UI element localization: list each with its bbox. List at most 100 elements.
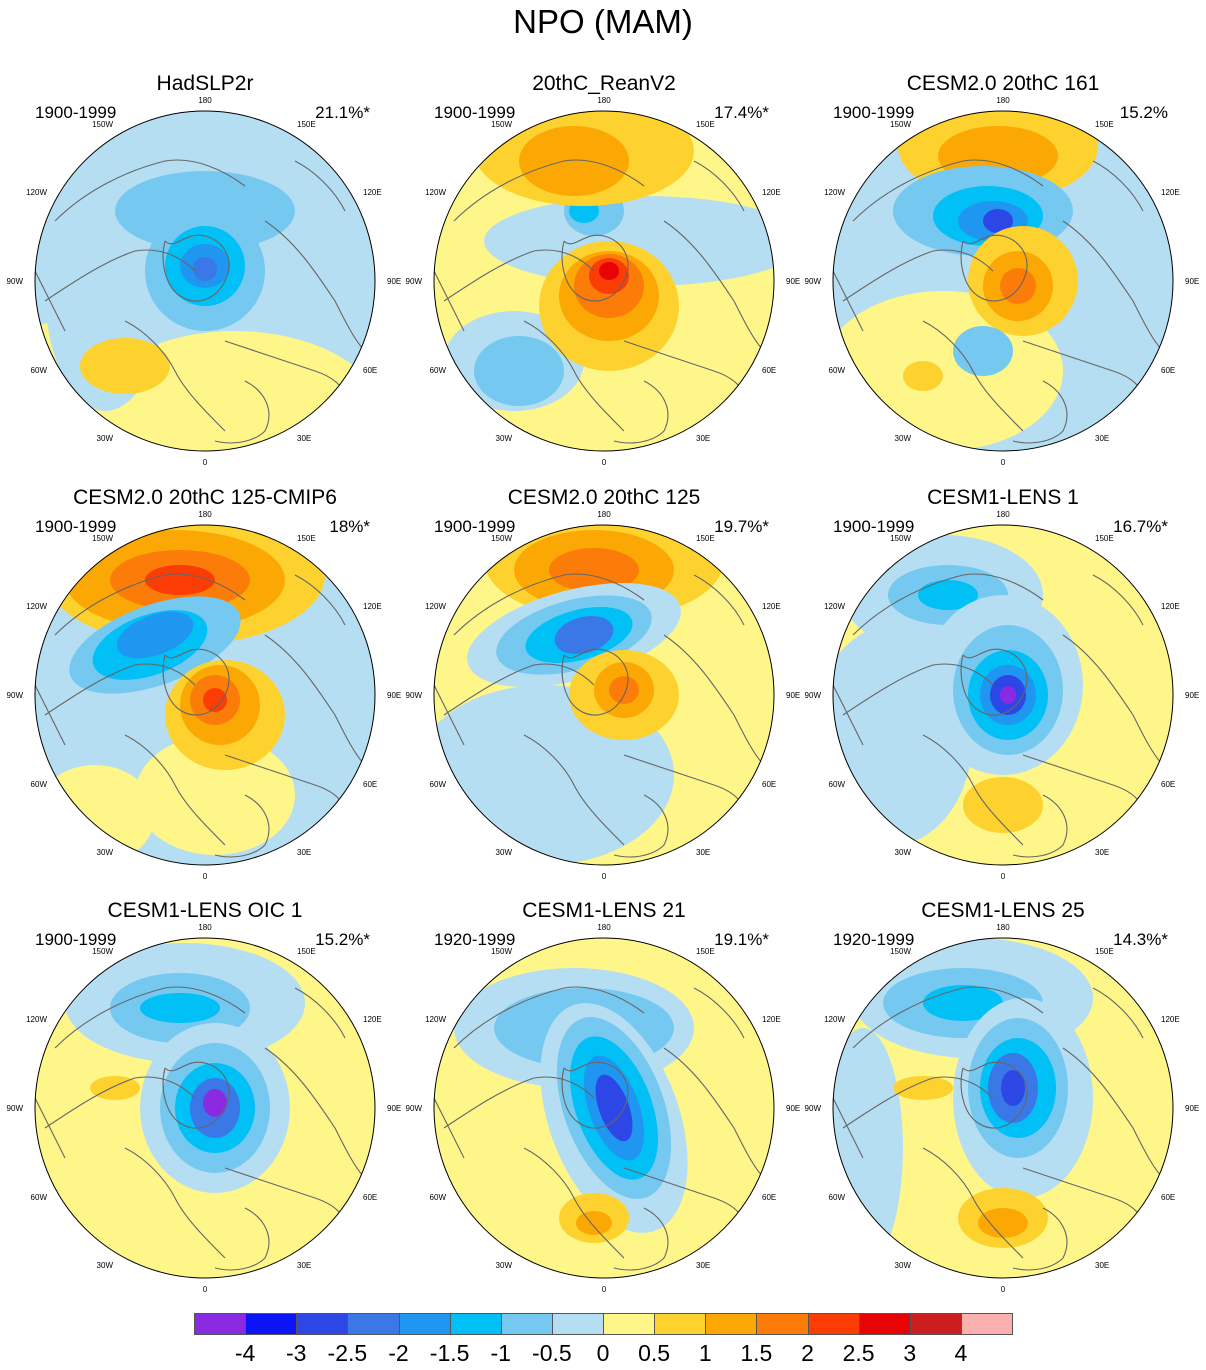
coastline — [44, 1076, 196, 1129]
longitude-label: 180 — [996, 96, 1010, 105]
longitude-label: 30E — [297, 1261, 311, 1270]
coastline — [663, 634, 765, 766]
contour-fill — [434, 938, 774, 1278]
longitude-label: 30W — [496, 848, 513, 857]
longitude-label: 30E — [696, 434, 710, 443]
longitude-label: 150E — [696, 534, 715, 543]
contour-fill — [35, 111, 375, 451]
panel-title: CESM2.0 20thC 125 — [507, 486, 701, 509]
coastline — [663, 220, 765, 352]
longitude-label: 60W — [430, 780, 447, 789]
anomaly-contour — [90, 1076, 140, 1100]
coastline — [523, 734, 625, 846]
longitude-label: 150W — [491, 120, 512, 129]
contour-fill — [35, 525, 375, 865]
coastline — [162, 1061, 230, 1129]
longitude-label: 120E — [1161, 1015, 1180, 1024]
longitude-label: 180 — [597, 923, 611, 932]
coastline — [1062, 220, 1164, 352]
coastline — [852, 986, 1044, 1049]
coastline — [833, 270, 864, 332]
coastline — [124, 734, 226, 846]
longitude-label: 150E — [696, 120, 715, 129]
panel-title: HadSLP2r — [156, 72, 254, 95]
coastline — [44, 249, 196, 302]
colorbar-swatch — [654, 1313, 707, 1335]
coastline — [852, 159, 1044, 222]
coastline — [1092, 987, 1144, 1039]
coastline — [960, 1061, 1028, 1129]
coastline — [693, 160, 745, 212]
longitude-label: 120E — [762, 602, 781, 611]
anomaly-contour — [833, 1028, 903, 1268]
panel-title: CESM1-LENS 1 — [927, 486, 1079, 509]
coastline — [162, 648, 230, 716]
contour-fill — [434, 111, 774, 451]
coastline — [561, 1061, 629, 1129]
anomaly-contour — [595, 1074, 633, 1142]
coastline — [264, 634, 366, 766]
anomaly-contour — [140, 993, 220, 1023]
longitude-label: 150W — [890, 534, 911, 543]
coastline — [613, 794, 669, 858]
longitude-label: 120W — [26, 188, 47, 197]
longitude-label: 150E — [1095, 947, 1114, 956]
longitude-label: 180 — [597, 510, 611, 519]
coastline — [54, 573, 246, 636]
coastline — [54, 986, 246, 1049]
longitude-label: 150W — [890, 947, 911, 956]
panel-years: 1920-1999 — [434, 930, 516, 949]
longitude-label: 90E — [387, 1104, 401, 1113]
longitude-label: 90E — [1185, 691, 1199, 700]
longitude-label: 30W — [895, 848, 912, 857]
colorbar-swatch — [705, 1313, 758, 1335]
colorbar-swatch — [398, 1313, 451, 1335]
coastline — [842, 663, 994, 716]
coastline — [294, 160, 346, 212]
coastline — [1062, 1047, 1164, 1179]
polar-map: 180 150E 120E 90E 60E 30E 0 30W 60W 90W 120W 150W — [7, 923, 402, 1294]
longitude-label: 30E — [696, 848, 710, 857]
anomaly-contour — [893, 1076, 953, 1100]
colorbar-swatch — [960, 1313, 1013, 1335]
panel-variance-percent: 15.2%* — [315, 930, 370, 949]
panel-title: 20thC_ReanV2 — [532, 72, 676, 95]
coastline — [1062, 634, 1164, 766]
longitude-label: 30W — [97, 848, 114, 857]
panel-variance-percent: 19.1%* — [714, 930, 769, 949]
map-panel: 180 150E 120E 90E 60E 30E 0 30W 60W 90W 120W 150W 20… — [404, 63, 804, 473]
anomaly-contour — [1001, 1070, 1025, 1106]
coastline — [294, 987, 346, 1039]
longitude-label: 0 — [1001, 458, 1006, 467]
longitude-label: 120W — [824, 188, 845, 197]
longitude-label: 90E — [1185, 1104, 1199, 1113]
anomaly-contour — [193, 257, 217, 281]
longitude-label: 60E — [762, 1193, 776, 1202]
colorbar-swatch — [603, 1313, 656, 1335]
anomaly-contour — [519, 126, 629, 196]
longitude-label: 180 — [996, 923, 1010, 932]
panel-title: CESM1-LENS 25 — [921, 899, 1085, 922]
colorbar-swatch — [194, 1313, 247, 1335]
panel-years: 1900-1999 — [434, 517, 516, 536]
longitude-label: 60E — [363, 1193, 377, 1202]
longitude-label: 90W — [7, 277, 24, 286]
longitude-label: 150W — [491, 534, 512, 543]
panel-years: 1900-1999 — [35, 930, 117, 949]
colorbar-swatch — [347, 1313, 400, 1335]
panel-title: CESM1-LENS 21 — [522, 899, 686, 922]
colorbar-swatch — [756, 1313, 809, 1335]
longitude-label: 60E — [363, 780, 377, 789]
panel-variance-percent: 16.7%* — [1113, 517, 1168, 536]
coastline — [443, 663, 595, 716]
coastline — [1012, 380, 1068, 444]
longitude-label: 0 — [203, 458, 208, 467]
coastline — [842, 1076, 994, 1129]
anomaly-contour — [203, 688, 227, 712]
colorbar-label: 1.5 — [740, 1340, 773, 1366]
longitude-label: 180 — [198, 96, 212, 105]
longitude-label: 60E — [762, 366, 776, 375]
coastline — [561, 234, 629, 302]
anomaly-contour — [963, 777, 1043, 833]
colorbar-label: -1 — [490, 1340, 511, 1366]
